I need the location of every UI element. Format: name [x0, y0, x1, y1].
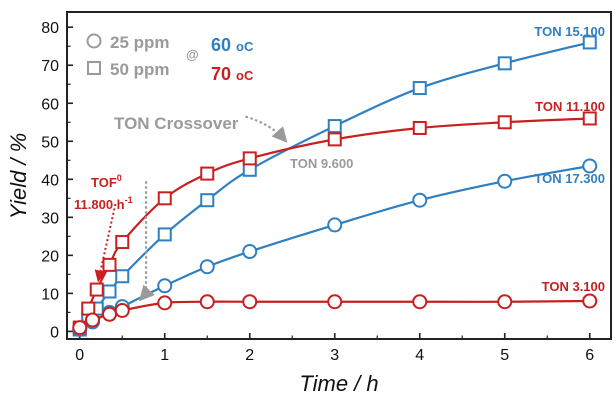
data-point-circle — [412, 294, 428, 310]
data-point-circle — [199, 294, 215, 310]
label-ton-17300: TON 17.300 — [534, 171, 605, 186]
data-point-circle — [582, 158, 598, 174]
data-point-square — [327, 132, 342, 147]
data-point-square — [327, 119, 342, 134]
data-point-circle — [497, 294, 513, 310]
y-tick-label: 80 — [41, 20, 59, 37]
label-tof-value: 11.800 h-1 — [74, 195, 133, 212]
annotation-guides — [94, 115, 288, 302]
legend-square-marker — [87, 61, 101, 75]
x-tick-label: 1 — [160, 347, 169, 364]
data-point-circle — [199, 259, 215, 275]
y-tick-label: 10 — [41, 286, 59, 303]
crossover-arrow-right — [245, 115, 288, 143]
data-point-circle — [157, 295, 173, 311]
y-tick-label: 0 — [50, 324, 59, 341]
legend-temp-70: 70 oC — [211, 64, 254, 84]
data-point-square — [497, 56, 512, 71]
y-tick-label: 30 — [41, 210, 59, 227]
data-point-square — [242, 151, 257, 166]
legend-temp-60: 60 oC — [211, 35, 254, 55]
legend: 25 ppm 50 ppm @ 60 oC 70 oC — [86, 33, 254, 84]
legend-label-50ppm: 50 ppm — [110, 60, 170, 79]
data-point-square — [102, 257, 117, 272]
data-point-circle — [242, 244, 258, 260]
data-point-square — [200, 193, 215, 208]
label-tof: TOF0 — [91, 173, 122, 190]
data-point-square — [115, 269, 130, 284]
plot-frame — [66, 11, 612, 340]
series-markers — [72, 35, 598, 337]
x-tick-label: 2 — [245, 347, 254, 364]
legend-circle-marker — [86, 33, 102, 49]
data-point-circle — [72, 320, 88, 336]
y-tick-label: 60 — [41, 96, 59, 113]
legend-label-25ppm: 25 ppm — [110, 33, 170, 52]
x-axis-title: Time / h — [299, 371, 378, 396]
data-point-square — [89, 282, 104, 297]
data-point-square — [582, 111, 597, 126]
x-tick-label: 5 — [500, 347, 509, 364]
data-point-square — [582, 35, 597, 50]
x-tick-label: 0 — [75, 347, 84, 364]
data-point-circle — [85, 312, 100, 328]
data-point-square — [412, 120, 427, 135]
data-point-square — [200, 166, 215, 181]
y-tick-label: 40 — [41, 172, 59, 189]
data-point-square — [497, 115, 512, 130]
y-axis-title: Yield / % — [6, 133, 31, 219]
data-point-circle — [157, 278, 173, 294]
series-curves — [78, 41, 591, 331]
y-tick-label: 20 — [41, 248, 59, 265]
data-point-circle — [497, 173, 513, 189]
series-line-60c-50ppm — [78, 41, 591, 331]
label-ton-9600: TON 9.600 — [290, 156, 353, 171]
data-point-circle — [582, 293, 598, 309]
data-point-circle — [412, 192, 428, 208]
label-ton-crossover: TON Crossover — [114, 114, 239, 133]
data-point-square — [157, 191, 172, 206]
x-tick-label: 6 — [585, 347, 594, 364]
label-ton-3100: TON 3.100 — [542, 279, 605, 294]
tof-arrow — [94, 203, 117, 283]
data-point-circle — [327, 294, 343, 310]
label-ton-11100: TON 11.100 — [535, 99, 605, 114]
y-tick-label: 50 — [41, 134, 59, 151]
legend-at-sign: @ — [186, 47, 199, 62]
x-tick-label: 4 — [415, 347, 424, 364]
label-ton-15100: TON 15.100 — [534, 24, 605, 39]
data-point-square — [115, 235, 130, 250]
data-point-square — [157, 227, 172, 242]
data-point-circle — [114, 302, 130, 318]
x-tick-label: 3 — [330, 347, 339, 364]
data-point-square — [102, 284, 117, 299]
data-point-circle — [242, 294, 258, 310]
crossover-arrow-down — [138, 181, 155, 302]
data-point-circle — [102, 306, 117, 322]
data-point-square — [412, 81, 427, 96]
y-tick-label: 70 — [41, 58, 59, 75]
data-point-circle — [327, 217, 343, 233]
data-point-square — [242, 162, 257, 177]
